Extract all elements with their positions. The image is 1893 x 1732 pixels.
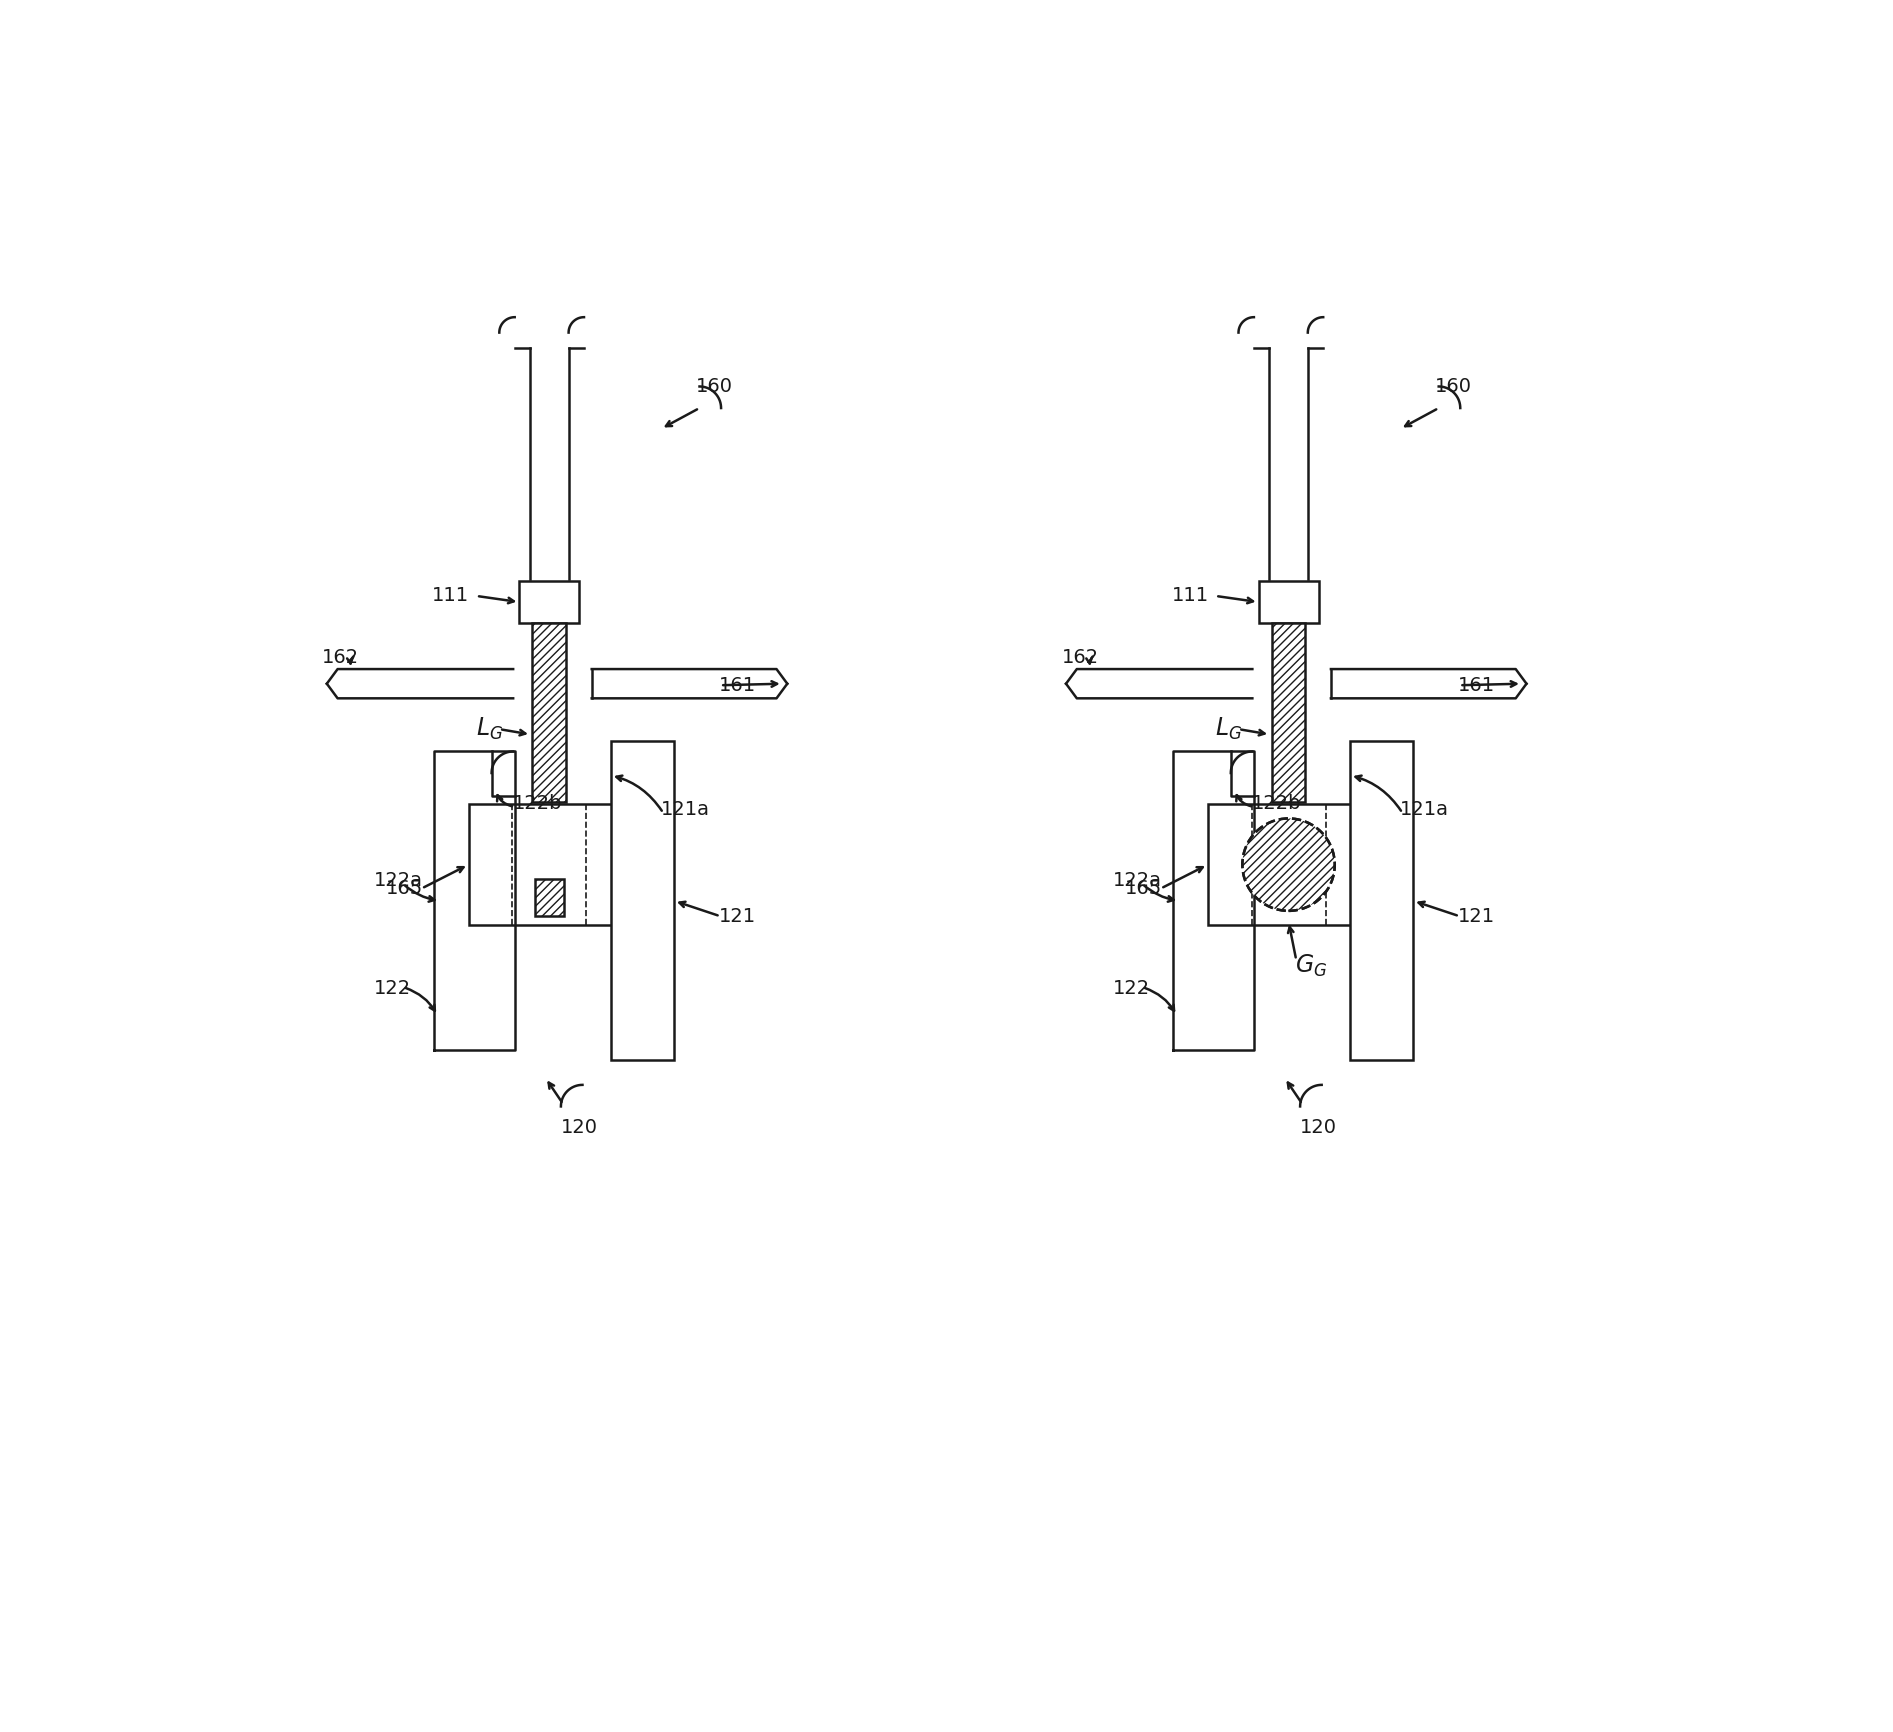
Bar [532, 624, 566, 802]
Text: 162: 162 [322, 648, 360, 667]
Text: 121: 121 [1458, 908, 1495, 925]
Text: 161: 161 [1458, 675, 1495, 695]
Text: 121a: 121a [1401, 800, 1450, 819]
Text: 160: 160 [1435, 378, 1473, 397]
Text: 122a: 122a [1113, 871, 1162, 890]
Text: 165: 165 [386, 880, 424, 897]
Text: $G_G$: $G_G$ [1295, 953, 1327, 979]
Bar [519, 580, 579, 624]
Text: 160: 160 [695, 378, 733, 397]
Bar [1350, 741, 1414, 1060]
Bar [611, 741, 674, 1060]
Bar [468, 804, 630, 925]
Text: $L_G$: $L_G$ [1215, 715, 1242, 743]
Text: 122a: 122a [373, 871, 422, 890]
Circle shape [1242, 819, 1335, 911]
Text: 120: 120 [560, 1117, 598, 1136]
Text: 111: 111 [432, 587, 469, 606]
Text: 111: 111 [1172, 587, 1208, 606]
Text: 122b: 122b [1251, 795, 1300, 814]
Text: 121a: 121a [661, 800, 710, 819]
Text: 165: 165 [1124, 880, 1162, 897]
Text: 122: 122 [1113, 979, 1151, 998]
Text: 122b: 122b [513, 795, 562, 814]
Text: 121: 121 [719, 908, 755, 925]
Text: 161: 161 [719, 675, 755, 695]
Text: $L_G$: $L_G$ [477, 715, 504, 743]
Text: 122: 122 [373, 979, 411, 998]
Bar [1208, 804, 1369, 925]
Bar [534, 880, 564, 916]
Text: 162: 162 [1062, 648, 1098, 667]
Text: 120: 120 [1300, 1117, 1336, 1136]
Bar [1272, 624, 1306, 802]
Bar [1259, 580, 1319, 624]
